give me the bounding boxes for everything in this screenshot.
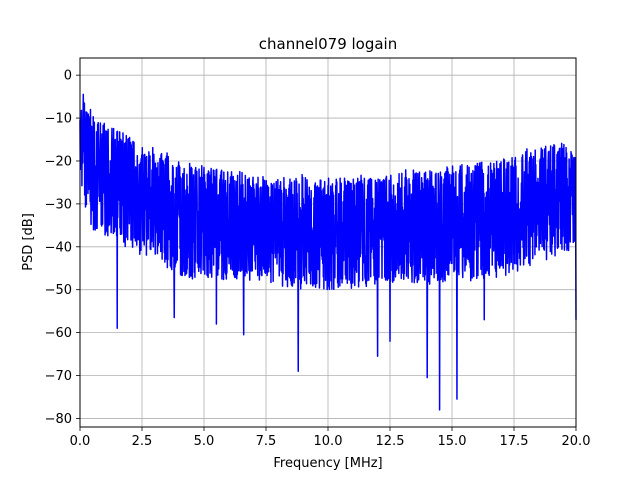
x-tick-label: 12.5 [376,434,405,449]
x-tick-label: 20.0 [562,434,591,449]
y-tick-label: −70 [45,369,72,384]
x-tick-label: 15.0 [438,434,467,449]
y-tick-label: −60 [45,326,72,341]
chart-title: channel079 logain [259,35,398,53]
series-line-group [79,93,577,411]
y-tick-label: −40 [45,240,72,255]
y-axis-ticks: 0 −10 −20 −30 −40 −50 −60 −70 −80 [45,69,80,427]
x-tick-label: 17.5 [500,434,529,449]
y-tick-label: 0 [64,69,72,84]
y-tick-label: −30 [45,197,72,212]
y-tick-label: −10 [45,112,72,127]
y-tick-label: −20 [45,154,72,169]
y-axis-label: PSD [dB] [21,213,36,271]
y-tick-label: −80 [45,412,72,427]
x-axis-label: Frequency [MHz] [273,456,382,471]
y-tick-label: −50 [45,283,72,298]
x-tick-label: 5.0 [194,434,215,449]
psd-series-line [79,93,577,411]
x-axis-ticks: 0.0 2.5 5.0 7.5 10.0 12.5 15.0 17.5 20.0 [70,427,591,449]
x-tick-label: 0.0 [70,434,91,449]
x-tick-label: 2.5 [132,434,153,449]
x-tick-label: 10.0 [314,434,343,449]
x-tick-label: 7.5 [256,434,277,449]
